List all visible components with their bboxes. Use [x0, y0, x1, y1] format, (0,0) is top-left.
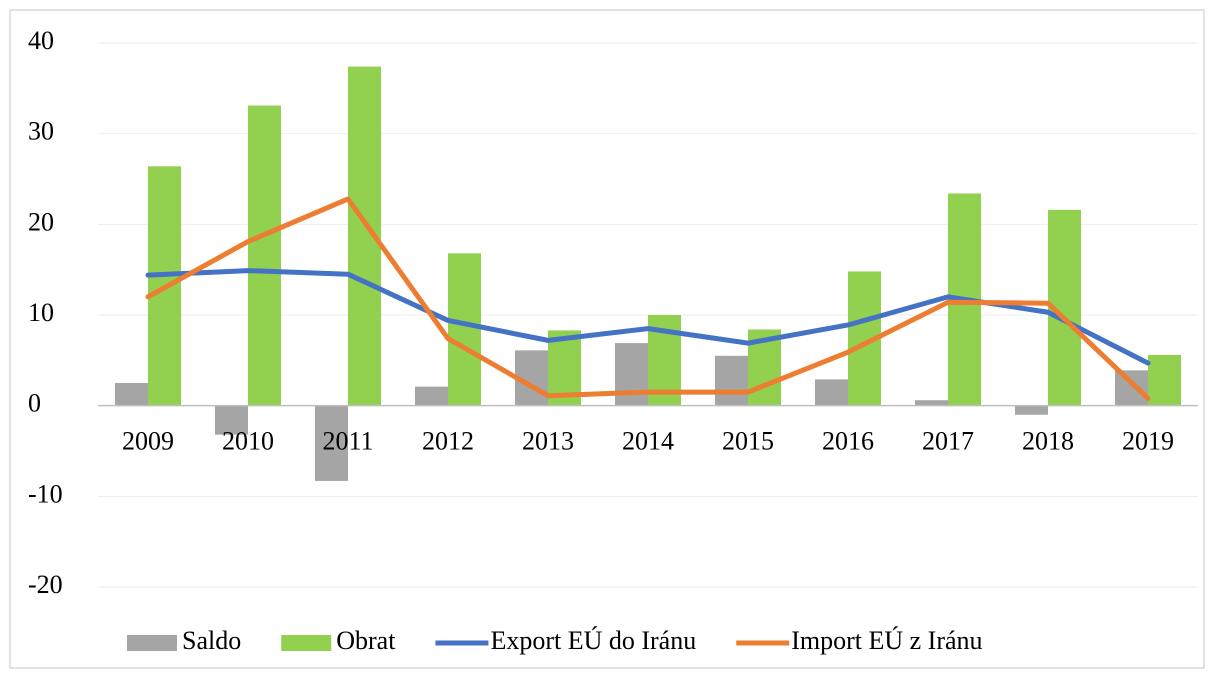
legend-label: Obrat [336, 626, 396, 655]
bar [115, 383, 148, 406]
bar [815, 379, 848, 406]
legend-label: Saldo [182, 626, 241, 655]
y-tick-label: -10 [28, 479, 63, 508]
bar [215, 405, 248, 435]
x-tick-label: 2015 [722, 427, 774, 456]
chart-border [9, 9, 1205, 669]
legend-label: Import EÚ z Iránu [791, 626, 982, 655]
bar [1115, 370, 1148, 406]
y-tick-label: 10 [28, 298, 54, 327]
x-tick-label: 2009 [122, 427, 174, 456]
y-tick-label: 40 [28, 26, 54, 55]
y-tick-label: 30 [28, 117, 54, 146]
line [145, 196, 1151, 401]
legend-swatch [127, 635, 177, 651]
x-tick-label: 2010 [222, 427, 274, 456]
bar [415, 386, 448, 406]
bar [615, 343, 648, 406]
y-tick-label: -20 [28, 570, 63, 599]
bar [1148, 354, 1181, 406]
bar [1015, 405, 1048, 415]
x-tick-label: 2016 [822, 427, 874, 456]
y-tick-label: 0 [28, 389, 41, 418]
y-tick-label: 20 [28, 207, 54, 236]
bar [448, 253, 481, 406]
bar [915, 400, 948, 406]
x-tick-label: 2013 [522, 427, 574, 456]
x-tick-label: 2011 [322, 427, 373, 456]
x-tick-label: 2019 [1122, 427, 1174, 456]
x-tick-label: 2017 [922, 427, 974, 456]
bar [715, 355, 748, 406]
x-tick-label: 2012 [422, 427, 474, 456]
x-tick-label: 2014 [622, 427, 674, 456]
bar [315, 405, 348, 481]
bar [248, 105, 281, 406]
x-tick-label: 2018 [1022, 427, 1074, 456]
legend-swatch [281, 635, 332, 651]
legend-label: Export EÚ do Iránu [490, 626, 696, 655]
